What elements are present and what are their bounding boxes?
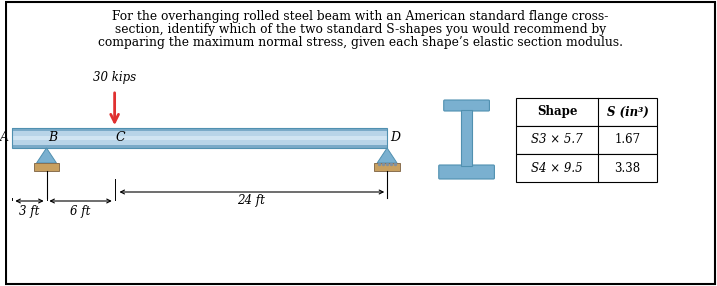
FancyBboxPatch shape — [461, 110, 472, 166]
Polygon shape — [377, 148, 397, 163]
FancyBboxPatch shape — [516, 98, 657, 126]
FancyBboxPatch shape — [6, 2, 715, 284]
Text: 24 ft: 24 ft — [237, 194, 265, 207]
Text: C: C — [115, 132, 125, 144]
FancyBboxPatch shape — [12, 128, 387, 132]
FancyBboxPatch shape — [439, 165, 495, 179]
Text: 3 ft: 3 ft — [19, 205, 39, 218]
FancyBboxPatch shape — [12, 128, 387, 148]
Text: S (in³): S (in³) — [607, 106, 648, 118]
Text: A: A — [0, 132, 9, 144]
FancyBboxPatch shape — [12, 144, 387, 148]
Text: section, identify which of the two standard S-shapes you would recommend by: section, identify which of the two stand… — [115, 23, 606, 36]
FancyBboxPatch shape — [374, 163, 400, 171]
FancyBboxPatch shape — [444, 100, 490, 111]
FancyBboxPatch shape — [516, 154, 657, 182]
FancyBboxPatch shape — [12, 136, 387, 140]
Text: Shape: Shape — [537, 106, 577, 118]
Text: S4 × 9.5: S4 × 9.5 — [531, 162, 583, 174]
Text: 3.38: 3.38 — [614, 162, 640, 174]
Polygon shape — [37, 148, 57, 163]
FancyBboxPatch shape — [516, 126, 657, 154]
FancyBboxPatch shape — [34, 163, 60, 171]
Text: comparing the maximum normal stress, given each shape’s elastic section modulus.: comparing the maximum normal stress, giv… — [98, 36, 623, 49]
Text: 6 ft: 6 ft — [70, 205, 91, 218]
Text: D: D — [390, 132, 400, 144]
Text: B: B — [48, 132, 57, 144]
Text: 1.67: 1.67 — [614, 134, 640, 146]
Text: S3 × 5.7: S3 × 5.7 — [531, 134, 583, 146]
Text: For the overhanging rolled steel beam with an American standard flange cross-: For the overhanging rolled steel beam wi… — [112, 10, 609, 23]
Text: 30 kips: 30 kips — [93, 71, 136, 84]
